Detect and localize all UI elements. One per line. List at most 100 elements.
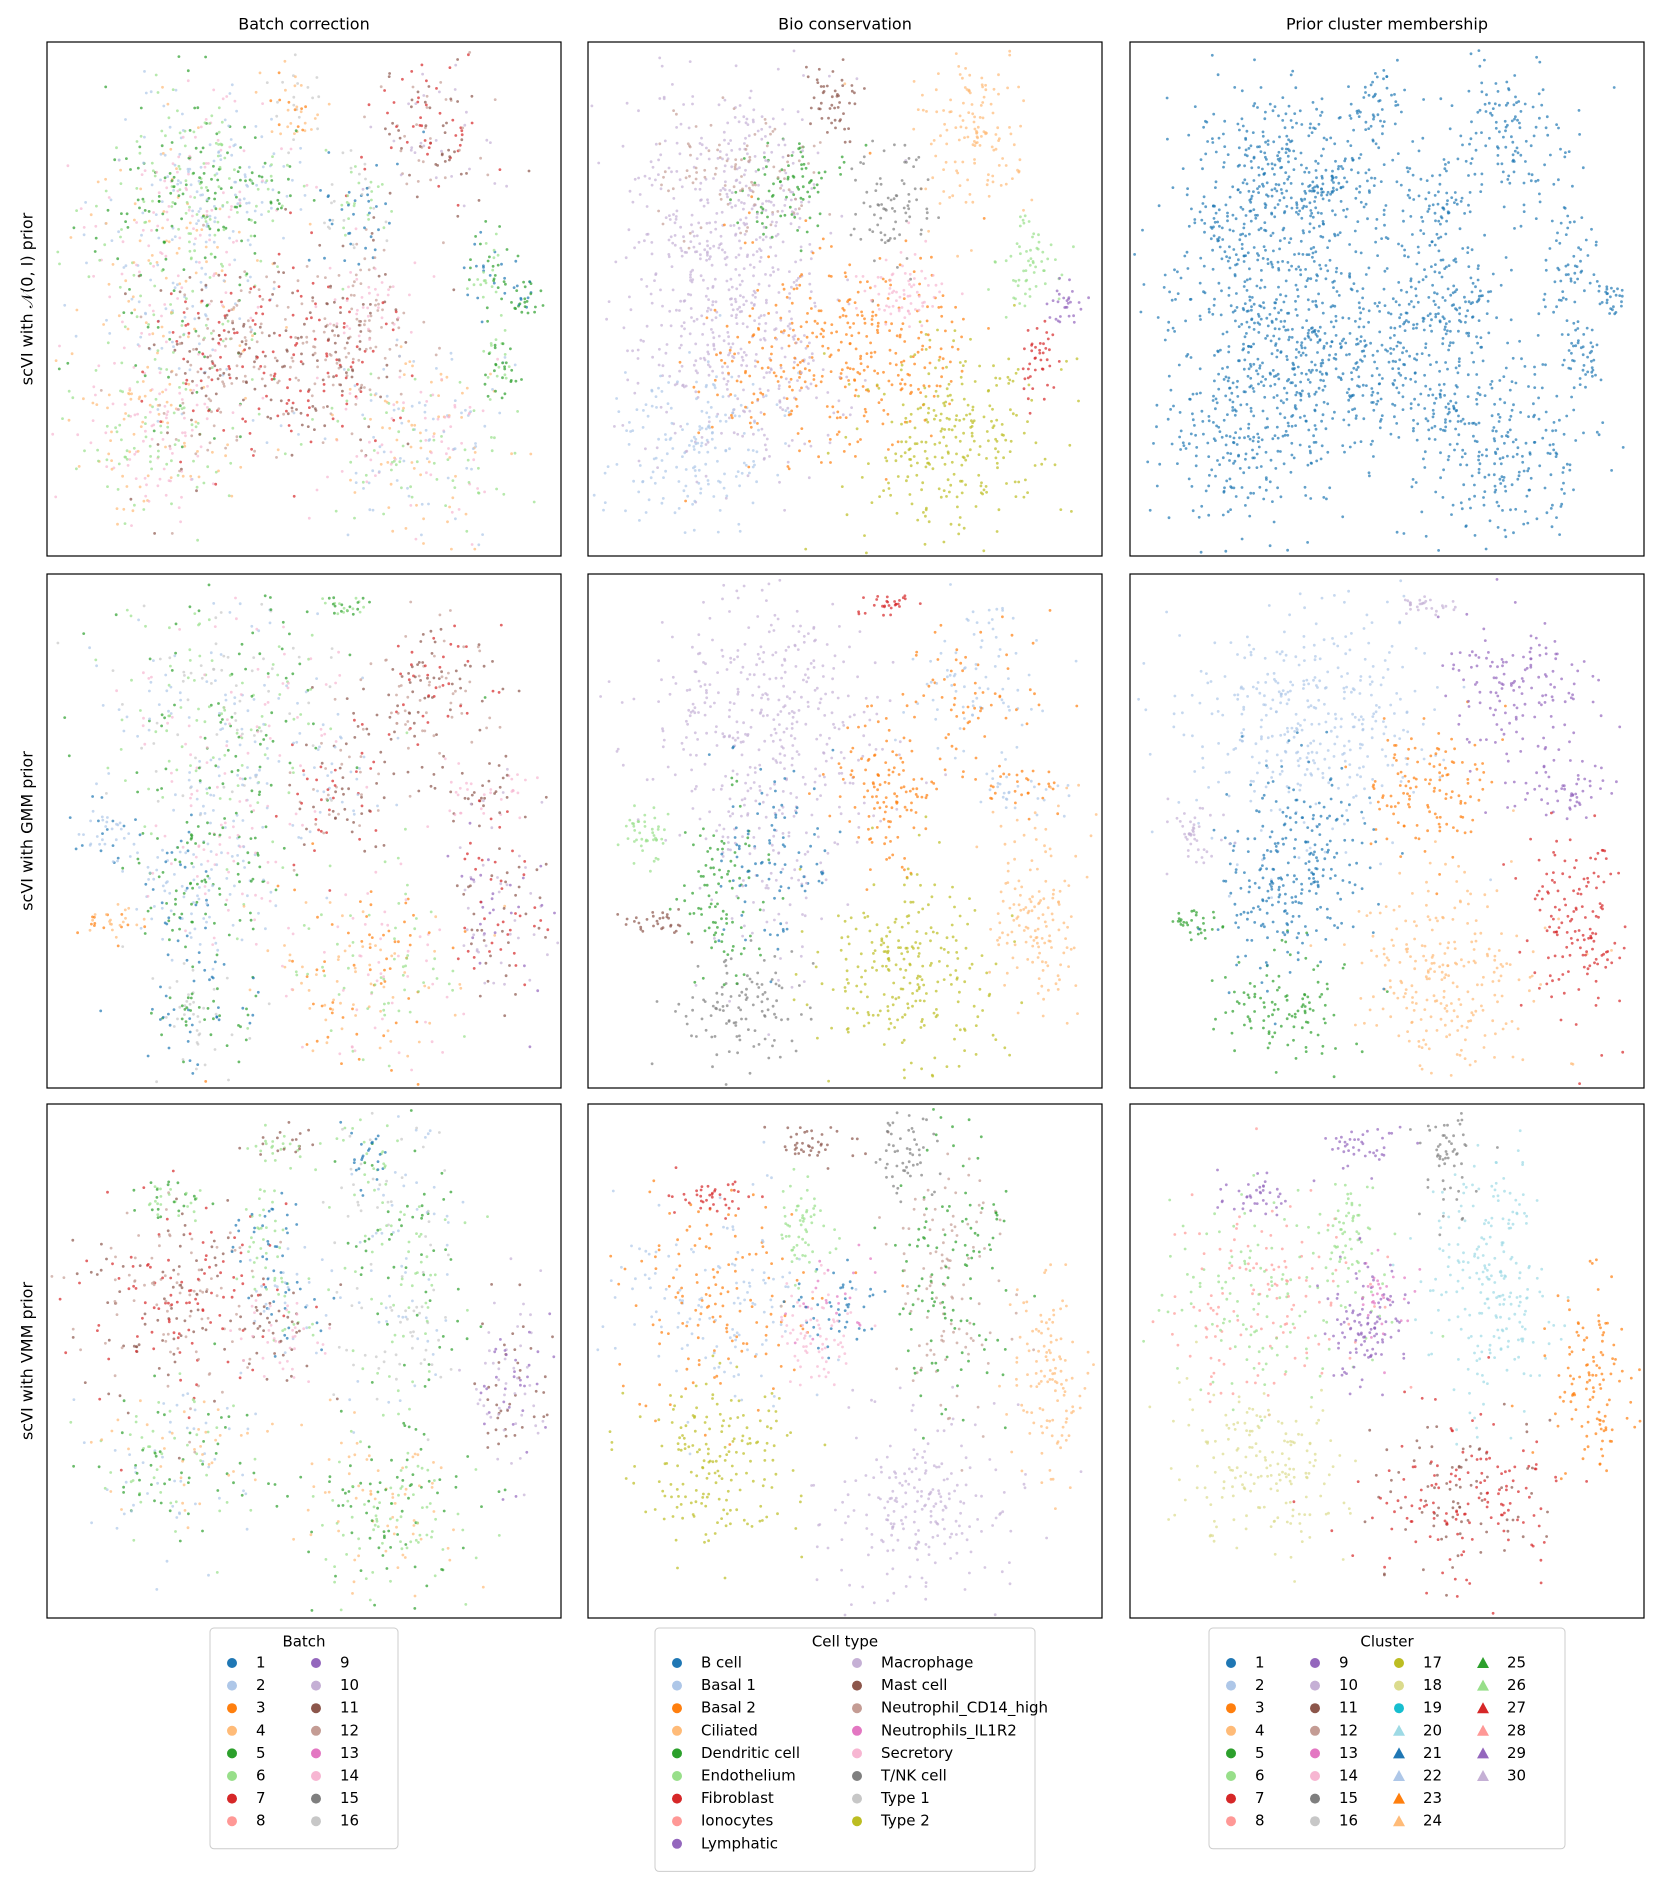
cell-point xyxy=(979,484,983,488)
cell-point xyxy=(790,213,794,216)
cell-point xyxy=(217,273,221,277)
cell-point xyxy=(806,190,810,194)
cell-point xyxy=(691,181,695,185)
cell-point xyxy=(193,317,197,321)
cell-point xyxy=(1262,306,1266,310)
cell-point xyxy=(229,461,233,465)
cell-point xyxy=(943,122,946,126)
cell-point xyxy=(934,154,938,158)
cell-point xyxy=(353,199,357,203)
cell-point xyxy=(663,170,667,174)
cell-point xyxy=(148,219,151,223)
cell-point xyxy=(863,289,867,293)
cell-point xyxy=(223,156,227,160)
cell-point xyxy=(196,421,200,425)
cell-point xyxy=(287,100,291,104)
cell-point xyxy=(1191,392,1195,396)
cell-point xyxy=(954,418,958,422)
cell-point xyxy=(838,375,842,379)
cell-point xyxy=(422,542,425,545)
cell-point xyxy=(1264,476,1268,479)
cell-point xyxy=(633,391,637,395)
cell-point xyxy=(793,356,797,360)
cell-point xyxy=(1043,457,1047,461)
cell-point xyxy=(402,311,406,315)
cell-point xyxy=(1283,386,1286,390)
cell-point xyxy=(628,295,631,299)
cell-point xyxy=(1034,441,1038,445)
cell-point xyxy=(817,67,821,71)
cell-point xyxy=(141,370,145,374)
cell-point xyxy=(700,436,704,439)
cell-point xyxy=(187,208,191,212)
cell-point xyxy=(1038,342,1042,345)
cell-point xyxy=(191,214,194,218)
cell-point xyxy=(1190,207,1193,211)
cell-point xyxy=(783,143,787,147)
cell-point xyxy=(1398,303,1401,307)
cell-point xyxy=(270,117,273,121)
cell-point xyxy=(509,347,512,351)
cell-point xyxy=(493,274,497,277)
cell-point xyxy=(127,392,131,396)
cell-point xyxy=(327,375,331,379)
cell-point xyxy=(1008,378,1012,382)
cell-point xyxy=(971,200,975,204)
cell-point xyxy=(938,441,942,445)
cell-point xyxy=(287,151,290,155)
cell-point xyxy=(711,369,714,373)
cell-point xyxy=(659,405,663,409)
cell-point xyxy=(460,129,464,133)
cell-point xyxy=(136,412,140,416)
cell-point xyxy=(668,214,671,218)
cell-point xyxy=(678,360,682,364)
cell-point xyxy=(1245,182,1249,186)
cell-point xyxy=(706,343,710,347)
cell-point xyxy=(1142,283,1146,286)
cell-point xyxy=(766,159,770,163)
cell-point xyxy=(305,340,309,344)
cell-point xyxy=(189,388,193,392)
cell-point xyxy=(182,268,186,271)
cell-point xyxy=(1075,357,1079,361)
cell-point xyxy=(1242,285,1246,288)
cell-point xyxy=(985,430,989,433)
cell-point xyxy=(244,179,247,183)
cell-point xyxy=(1027,367,1030,371)
cell-point xyxy=(1250,317,1254,321)
cell-point xyxy=(243,173,247,177)
cell-point xyxy=(891,272,895,276)
cell-point xyxy=(358,340,362,343)
cell-point xyxy=(224,454,228,458)
cell-point xyxy=(900,363,904,367)
cell-point xyxy=(170,532,174,535)
cell-point xyxy=(1283,319,1287,323)
cell-point xyxy=(738,484,741,488)
cell-point xyxy=(1278,247,1281,251)
cell-point xyxy=(1226,451,1230,455)
cell-point xyxy=(231,426,235,430)
cell-point xyxy=(1256,357,1260,361)
cell-point xyxy=(168,331,172,334)
cell-point xyxy=(912,455,916,458)
cell-point xyxy=(369,311,372,315)
cell-point xyxy=(787,164,790,168)
cell-point xyxy=(1383,269,1387,273)
cell-point xyxy=(723,223,726,227)
cell-point xyxy=(1031,387,1035,390)
cell-point xyxy=(1022,269,1025,273)
cell-point xyxy=(494,338,498,341)
cell-point xyxy=(311,96,314,100)
cell-point xyxy=(865,190,869,194)
cell-point xyxy=(201,146,205,150)
cell-point xyxy=(735,379,739,383)
cell-point xyxy=(679,225,682,229)
cell-point xyxy=(791,174,795,178)
cell-point xyxy=(301,362,305,366)
cell-point xyxy=(718,480,722,484)
cell-point xyxy=(116,522,119,526)
cell-point xyxy=(314,305,318,309)
cell-point xyxy=(425,79,428,83)
cell-point xyxy=(752,108,756,112)
cell-point xyxy=(968,73,972,77)
